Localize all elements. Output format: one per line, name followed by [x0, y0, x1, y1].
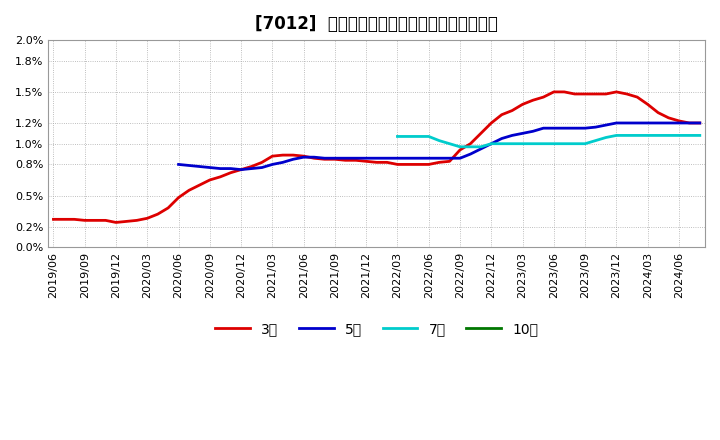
- Legend: 3年, 5年, 7年, 10年: 3年, 5年, 7年, 10年: [210, 316, 544, 341]
- 3年: [696, 121, 704, 126]
- 5年: [498, 136, 506, 141]
- 3年: [685, 121, 693, 126]
- 3年: [258, 160, 266, 165]
- Line: 3年: 3年: [53, 92, 700, 223]
- Line: 5年: 5年: [179, 123, 700, 169]
- 5年: [226, 166, 235, 171]
- Title: [7012]  当期純利益マージンの標準偏差の推移: [7012] 当期純利益マージンの標準偏差の推移: [255, 15, 498, 33]
- 3年: [237, 167, 246, 172]
- 3年: [49, 216, 58, 222]
- 5年: [247, 166, 256, 171]
- 5年: [685, 121, 693, 126]
- 7年: [696, 133, 704, 138]
- 3年: [362, 159, 371, 164]
- 3年: [383, 160, 392, 165]
- 5年: [372, 156, 381, 161]
- 7年: [498, 141, 506, 147]
- 3年: [508, 108, 516, 113]
- 7年: [685, 133, 693, 138]
- 3年: [549, 89, 558, 95]
- Line: 7年: 7年: [397, 136, 700, 147]
- 5年: [351, 156, 360, 161]
- 3年: [112, 220, 120, 225]
- 5年: [696, 121, 704, 126]
